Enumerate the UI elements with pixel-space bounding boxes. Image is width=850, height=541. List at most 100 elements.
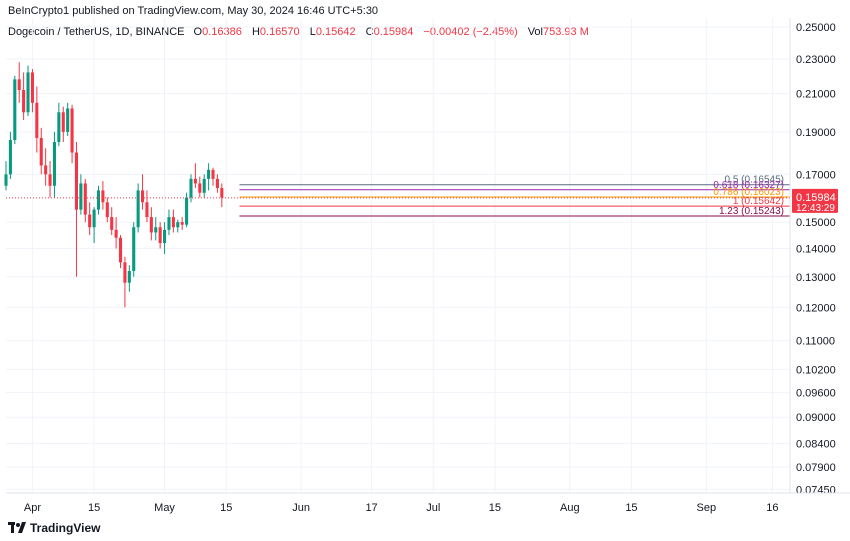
fib-level-label: 1.23 (0.15243) bbox=[719, 206, 784, 217]
fib-level-label: 0.5 (0.16545) bbox=[725, 175, 785, 186]
candle-body bbox=[39, 137, 43, 166]
time-tick-label: Jul bbox=[426, 502, 440, 514]
candle-body bbox=[140, 190, 145, 203]
open-label: O bbox=[193, 26, 203, 38]
time-tick-label: 15 bbox=[88, 502, 100, 514]
time-tick-label: 17 bbox=[365, 502, 377, 514]
price-tick-label: 0.11000 bbox=[796, 336, 835, 348]
high-value: 0.16570 bbox=[259, 26, 300, 38]
candle-body bbox=[123, 262, 127, 283]
candle-body bbox=[26, 72, 30, 113]
symbol-name[interactable]: Dogecoin / TetherUS, 1D, BINANCE bbox=[8, 26, 185, 38]
candle-body bbox=[132, 227, 136, 271]
low-label: L bbox=[309, 26, 316, 38]
candle-body bbox=[52, 142, 56, 186]
candle-body bbox=[220, 188, 224, 198]
candle-body bbox=[79, 183, 83, 210]
time-tick-label: 16 bbox=[766, 502, 778, 514]
candle-body bbox=[96, 190, 101, 210]
candle-body bbox=[149, 217, 153, 233]
candle-body bbox=[35, 102, 39, 138]
candle-body bbox=[136, 190, 140, 228]
price-tick-label: 0.13000 bbox=[796, 272, 836, 284]
candle-body bbox=[193, 178, 197, 184]
candle-body bbox=[207, 169, 211, 179]
price-tick-label: 0.07900 bbox=[796, 462, 836, 474]
candle-body bbox=[114, 229, 118, 238]
fib-level-label: 1 (0.15642) bbox=[733, 196, 784, 207]
publisher-line: BeInCrypto1 published on TradingView.com… bbox=[8, 5, 379, 17]
candle-body bbox=[83, 183, 87, 215]
candle-body bbox=[127, 270, 131, 283]
price-tick-label: 0.15000 bbox=[796, 217, 836, 229]
candle-body bbox=[171, 217, 175, 228]
price-tick-label: 0.17000 bbox=[796, 169, 836, 181]
price-tick-label: 0.25000 bbox=[796, 22, 836, 34]
candle-body bbox=[105, 202, 109, 218]
candle-body bbox=[185, 197, 189, 225]
open-value: 0.16386 bbox=[202, 26, 242, 38]
time-tick-label: Apr bbox=[24, 502, 41, 514]
candle-body bbox=[4, 174, 8, 186]
bar-countdown-label: 12:43:29 bbox=[796, 203, 835, 214]
time-tick-label: 15 bbox=[489, 502, 501, 514]
volume-value: 753.93 M bbox=[543, 26, 589, 38]
candle-body bbox=[167, 217, 171, 230]
candle-body bbox=[163, 229, 167, 244]
tradingview-brand[interactable]: TradingView bbox=[8, 521, 100, 535]
candle-body bbox=[48, 174, 52, 186]
price-tick-label: 0.14000 bbox=[796, 243, 836, 255]
time-tick-label: 15 bbox=[625, 502, 637, 514]
candle-body bbox=[198, 183, 202, 193]
candle-body bbox=[176, 222, 180, 228]
time-tick-label: May bbox=[154, 502, 175, 514]
candle-body bbox=[88, 214, 92, 228]
close-value: 0.15984 bbox=[373, 26, 414, 38]
price-tick-label: 0.10200 bbox=[796, 364, 836, 376]
candle-body bbox=[8, 139, 12, 175]
time-tick-label: 15 bbox=[220, 502, 232, 514]
time-tick-label: Aug bbox=[560, 502, 580, 514]
change-value: −0.00402 (−2.45%) bbox=[423, 26, 518, 38]
price-tick-label: 0.21000 bbox=[796, 89, 836, 101]
candle-body bbox=[61, 112, 65, 132]
price-tick-label: 0.23000 bbox=[796, 54, 836, 66]
last-price-tag bbox=[792, 188, 838, 213]
last-price-label: 0.15984 bbox=[796, 192, 836, 204]
candle-body bbox=[44, 165, 48, 175]
price-tick-label: 0.09000 bbox=[796, 412, 836, 424]
candle-body bbox=[145, 202, 149, 218]
candle-body bbox=[22, 90, 26, 113]
candle-body bbox=[202, 178, 206, 193]
candle-body bbox=[92, 209, 96, 228]
candle-body bbox=[70, 108, 74, 153]
candle-body bbox=[189, 178, 193, 198]
candle-body bbox=[118, 237, 123, 263]
fib-level-label: 0.786 (0.16023) bbox=[713, 187, 784, 198]
candle-body bbox=[158, 227, 162, 244]
brand-label: TradingView bbox=[30, 521, 101, 535]
price-tick-label: 0.07450 bbox=[796, 484, 836, 496]
candle-body bbox=[30, 72, 34, 103]
candle-body bbox=[215, 178, 219, 189]
candle-body bbox=[13, 79, 17, 140]
time-tick-label: Jun bbox=[292, 502, 310, 514]
candle-body bbox=[180, 222, 184, 225]
candle-body bbox=[211, 169, 215, 179]
symbol-legend: Dogecoin / TetherUS, 1D, BINANCE O0.1638… bbox=[8, 26, 596, 38]
candle-body bbox=[74, 152, 79, 210]
high-label: H bbox=[251, 26, 260, 38]
price-tick-label: 0.12000 bbox=[796, 302, 836, 314]
time-tick-label: Sep bbox=[697, 502, 717, 514]
price-tick-label: 0.09600 bbox=[796, 388, 836, 400]
low-value: 0.15642 bbox=[315, 26, 356, 38]
candle-body bbox=[66, 108, 70, 132]
candle-body bbox=[57, 112, 61, 143]
tradingview-logo-icon bbox=[8, 522, 26, 533]
price-tick-label: 0.19000 bbox=[796, 127, 836, 139]
candle-body bbox=[101, 190, 105, 203]
close-label: C bbox=[365, 26, 374, 38]
candle-body bbox=[110, 217, 114, 230]
fib-level-label: 0.618 (0.16327) bbox=[713, 180, 784, 191]
